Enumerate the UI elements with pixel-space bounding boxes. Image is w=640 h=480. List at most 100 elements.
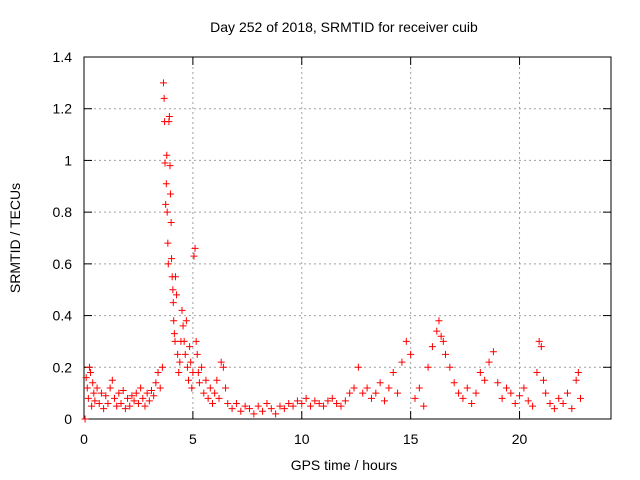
data-point	[158, 363, 166, 371]
data-point	[246, 405, 254, 413]
data-point	[407, 350, 415, 358]
data-point	[175, 368, 183, 376]
data-point	[572, 376, 580, 384]
data-point	[354, 363, 362, 371]
data-point	[85, 363, 93, 371]
data-point	[192, 337, 200, 345]
data-point	[145, 397, 153, 405]
data-point	[128, 392, 136, 400]
data-point	[494, 379, 502, 387]
data-point	[83, 384, 91, 392]
data-point	[276, 402, 284, 410]
data-point	[187, 358, 195, 366]
data-point	[381, 397, 389, 405]
data-point	[437, 332, 445, 340]
data-point	[511, 399, 519, 407]
data-point	[424, 363, 432, 371]
data-point	[441, 350, 449, 358]
data-point	[89, 379, 97, 387]
data-point	[154, 368, 162, 376]
data-point	[516, 392, 524, 400]
data-point	[481, 376, 489, 384]
data-point	[537, 343, 545, 351]
data-point	[428, 343, 436, 351]
data-point	[176, 358, 184, 366]
data-point	[143, 389, 151, 397]
data-point	[179, 322, 187, 330]
data-point	[324, 397, 332, 405]
data-point	[186, 343, 194, 351]
y-tick-label: 0.4	[53, 308, 73, 324]
y-axis-title: SRMTID / TECUs	[7, 183, 23, 293]
data-point	[168, 255, 176, 263]
data-point	[82, 374, 90, 382]
data-point	[152, 379, 160, 387]
data-point	[559, 399, 567, 407]
data-point	[191, 244, 199, 252]
data-point	[298, 399, 306, 407]
data-point	[204, 394, 212, 402]
data-point	[533, 368, 541, 376]
data-point	[439, 337, 447, 345]
data-point	[171, 337, 179, 345]
data-point	[241, 402, 249, 410]
y-tick-label: 1.4	[53, 49, 73, 65]
data-point	[450, 379, 458, 387]
data-point	[254, 402, 262, 410]
data-point	[173, 291, 181, 299]
data-point	[306, 402, 314, 410]
data-point	[411, 394, 419, 402]
data-point	[160, 94, 168, 102]
data-point	[333, 399, 341, 407]
data-point	[190, 252, 198, 260]
data-point	[498, 394, 506, 402]
data-point	[328, 394, 336, 402]
data-point	[167, 218, 175, 226]
data-point	[188, 384, 196, 392]
data-point	[202, 376, 210, 384]
data-point	[402, 337, 410, 345]
data-point	[542, 389, 550, 397]
y-tick-label: 0.6	[53, 256, 73, 272]
data-point	[106, 384, 114, 392]
data-point	[350, 384, 358, 392]
data-point	[90, 389, 98, 397]
data-point	[181, 350, 189, 358]
data-point	[134, 399, 142, 407]
y-tick-label: 0.8	[53, 204, 73, 220]
data-point	[208, 399, 216, 407]
data-point	[206, 384, 214, 392]
data-point	[115, 389, 123, 397]
data-point	[315, 399, 323, 407]
data-point	[195, 379, 203, 387]
x-tick-label: 0	[80, 431, 88, 447]
data-point	[213, 376, 221, 384]
data-point	[164, 260, 172, 268]
data-point	[126, 402, 134, 410]
data-point	[385, 384, 393, 392]
data-point	[285, 399, 293, 407]
data-point	[555, 394, 563, 402]
data-point	[102, 392, 110, 400]
data-point	[159, 79, 167, 87]
data-point	[171, 273, 179, 281]
data-point	[211, 389, 219, 397]
data-point	[215, 394, 223, 402]
data-point	[415, 384, 423, 392]
data-point	[341, 397, 349, 405]
data-point	[267, 405, 275, 413]
data-point	[166, 162, 174, 170]
y-tick-label: 0	[64, 411, 72, 427]
y-tick-label: 1	[64, 152, 72, 168]
data-point	[180, 337, 188, 345]
data-point	[185, 376, 193, 384]
data-point	[139, 394, 147, 402]
data-point	[550, 405, 558, 413]
data-point	[485, 358, 493, 366]
data-point	[228, 405, 236, 413]
data-point	[170, 317, 178, 325]
data-point	[468, 399, 476, 407]
data-point	[574, 368, 582, 376]
data-point	[164, 239, 172, 247]
data-point	[502, 384, 510, 392]
